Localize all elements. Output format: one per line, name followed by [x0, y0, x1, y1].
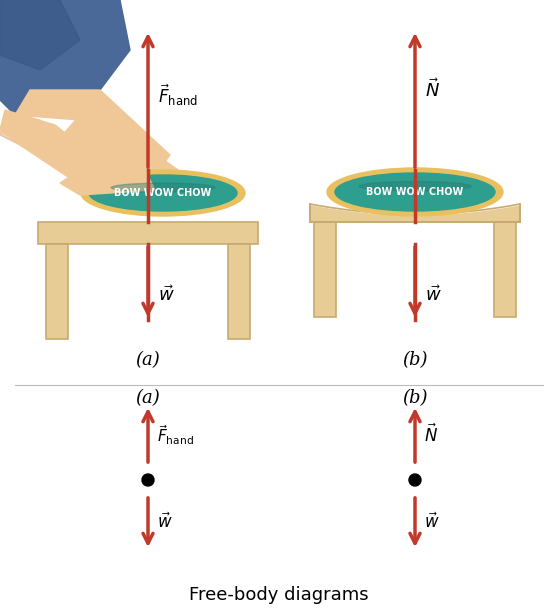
- Text: Free-body diagrams: Free-body diagrams: [189, 586, 369, 604]
- Text: $\vec{N}$: $\vec{N}$: [424, 424, 438, 446]
- Circle shape: [409, 474, 421, 486]
- Text: $\vec{w}$: $\vec{w}$: [158, 285, 175, 305]
- Polygon shape: [60, 115, 210, 200]
- Bar: [494, 222, 516, 317]
- Text: (b): (b): [402, 351, 428, 369]
- Text: (b): (b): [402, 389, 428, 407]
- Text: $\vec{F}_{\rm hand}$: $\vec{F}_{\rm hand}$: [157, 423, 194, 447]
- Ellipse shape: [327, 168, 503, 216]
- Polygon shape: [0, 0, 80, 70]
- Text: $\vec{w}$: $\vec{w}$: [424, 512, 440, 532]
- Ellipse shape: [81, 170, 245, 216]
- Text: $\vec{w}$: $\vec{w}$: [157, 512, 172, 532]
- Text: $\vec{N}$: $\vec{N}$: [425, 79, 440, 101]
- Text: (a): (a): [136, 389, 160, 407]
- Text: BOW WOW CHOW: BOW WOW CHOW: [114, 188, 211, 198]
- Bar: [228, 244, 250, 339]
- Polygon shape: [15, 90, 170, 175]
- Polygon shape: [60, 170, 155, 195]
- Polygon shape: [0, 0, 130, 120]
- Polygon shape: [0, 112, 70, 160]
- Ellipse shape: [335, 173, 495, 211]
- Text: BOW WOW CHOW: BOW WOW CHOW: [367, 187, 464, 197]
- Ellipse shape: [111, 183, 215, 192]
- Bar: [314, 222, 336, 317]
- Bar: [38, 222, 258, 244]
- Text: $\vec{F}_{\rm hand}$: $\vec{F}_{\rm hand}$: [158, 82, 198, 108]
- Circle shape: [142, 474, 154, 486]
- Bar: [46, 244, 68, 339]
- Polygon shape: [0, 110, 130, 195]
- Text: (a): (a): [136, 351, 160, 369]
- Bar: [310, 204, 520, 222]
- Ellipse shape: [89, 175, 237, 211]
- Text: $\vec{w}$: $\vec{w}$: [425, 285, 442, 305]
- Ellipse shape: [359, 181, 471, 191]
